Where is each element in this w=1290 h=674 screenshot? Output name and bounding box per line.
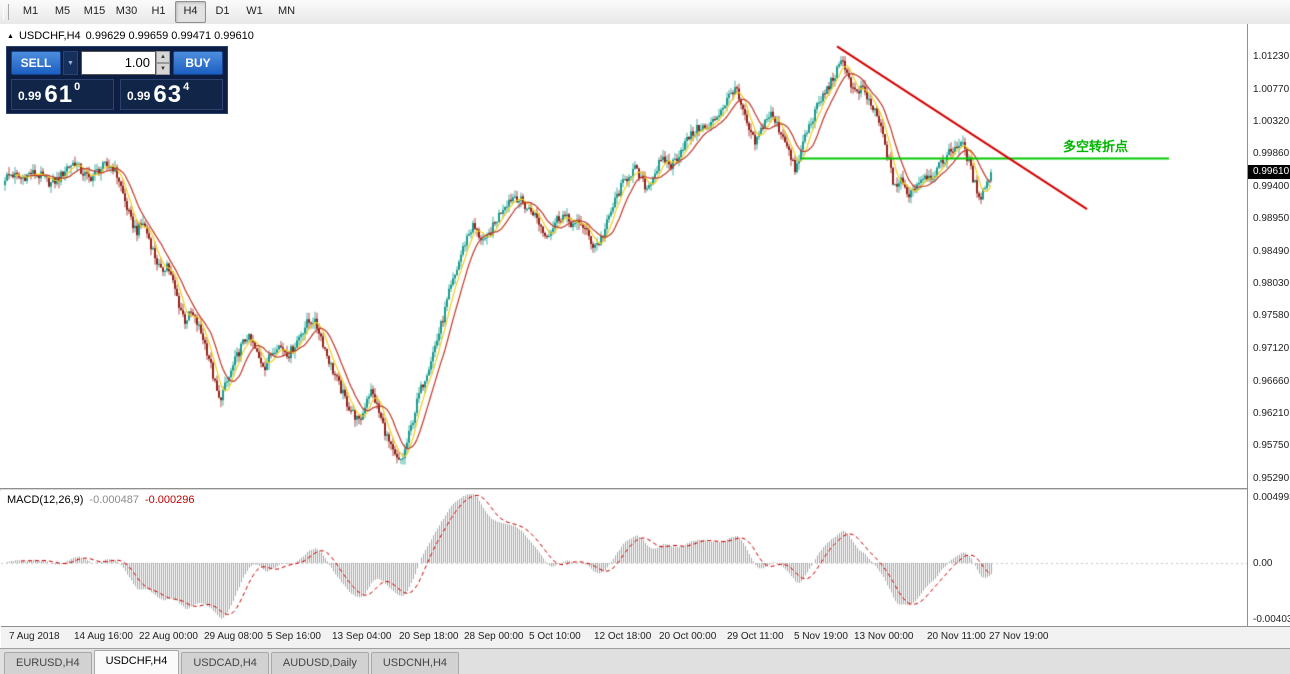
time-axis-label: 5 Oct 10:00: [529, 631, 581, 642]
price-axis[interactable]: 0.99610 1.01230 1.00770 1.00320 0.99860 0.99…: [1247, 24, 1290, 626]
macd-tick-label: 0.00: [1253, 558, 1273, 569]
price-tick-label: 0.97580: [1253, 310, 1290, 322]
time-axis[interactable]: 7 Aug 2018 14 Aug 16:00 22 Aug 00:00 29 Aug…: [1, 626, 1290, 648]
indicator-window-divider[interactable]: [0, 488, 1290, 491]
time-axis-label: 7 Aug 2018: [9, 631, 60, 642]
chart-ohlc-header: ▲ USDCHF,H4 0.99629 0.99659 0.99471 0.99…: [7, 30, 254, 42]
toolbar-gripper[interactable]: [3, 4, 9, 20]
price-tick-label: 0.96660: [1253, 375, 1290, 387]
price-tick-label: 0.98950: [1253, 212, 1290, 224]
ask-price-display[interactable]: 0.99 63 4: [120, 79, 223, 110]
time-axis-label: 5 Nov 19:00: [794, 631, 848, 642]
time-axis-label: 22 Aug 00:00: [139, 631, 198, 642]
macd-tick-label: -0.004032: [1253, 614, 1290, 625]
one-click-trading-panel: SELL ▼ 1.00 ▲ ▼ BUY 0.99 61 0 0.99 63 4: [6, 46, 228, 114]
time-axis-label: 13 Nov 00:00: [854, 631, 914, 642]
volume-field-wrap: 1.00 ▲ ▼: [81, 51, 170, 75]
price-tick-label: 0.95290: [1253, 472, 1290, 484]
timeframe-button-h4[interactable]: H4: [175, 1, 206, 23]
trade-panel-row2: 0.99 61 0 0.99 63 4: [11, 79, 223, 110]
timeframe-button-m30[interactable]: M30: [115, 5, 138, 17]
bid-price-display[interactable]: 0.99 61 0: [11, 79, 114, 110]
timeframe-toolbar: M1 M5 M15 M30 H1 H4 D1 W1 MN: [0, 0, 1290, 25]
price-tick-label: 0.96210: [1253, 407, 1290, 419]
time-axis-label: 14 Aug 16:00: [74, 631, 133, 642]
chart-tab-usdchf-h4[interactable]: USDCHF,H4: [93, 650, 180, 674]
volume-down-button[interactable]: ▼: [156, 63, 170, 75]
macd-canvas[interactable]: [1, 490, 1247, 626]
timeframe-button-w1[interactable]: W1: [246, 5, 263, 17]
timeframe-buttons: M1 M5 M15 M30 H1 H4 D1 W1 MN: [15, 1, 303, 23]
time-axis-label: 12 Oct 18:00: [594, 631, 652, 642]
ask-price-main: 63: [153, 81, 183, 108]
trade-panel-row1: SELL ▼ 1.00 ▲ ▼ BUY: [11, 51, 223, 75]
time-axis-label: 29 Aug 08:00: [204, 631, 263, 642]
bid-price-pip: 0: [74, 81, 81, 93]
chart-expand-icon[interactable]: ▲: [7, 32, 14, 40]
macd-value-2: -0.000296: [144, 494, 195, 506]
macd-header: MACD(12,26,9) -0.000487 -0.000296: [7, 494, 195, 506]
price-tick-label: 0.99400: [1253, 181, 1290, 193]
timeframe-button-m5[interactable]: M5: [54, 5, 71, 17]
trade-options-dropdown[interactable]: ▼: [63, 51, 78, 75]
price-tick-label: 0.98030: [1253, 278, 1290, 290]
timeframe-button-d1[interactable]: D1: [215, 5, 230, 17]
chart-window: ▲ USDCHF,H4 0.99629 0.99659 0.99471 0.99…: [0, 24, 1290, 648]
price-tick-label: 0.98490: [1253, 245, 1290, 257]
time-axis-label: 20 Sep 18:00: [399, 631, 459, 642]
time-axis-label: 27 Nov 19:00: [989, 631, 1049, 642]
ask-price-prefix: 0.99: [127, 89, 151, 103]
price-tick-label: 1.00770: [1253, 83, 1290, 95]
timeframe-button-mn[interactable]: MN: [277, 5, 296, 17]
volume-spinner: ▲ ▼: [156, 51, 170, 75]
price-tick-label: 0.99860: [1253, 148, 1290, 160]
time-axis-label: 28 Sep 00:00: [464, 631, 524, 642]
bid-price-main: 61: [44, 81, 74, 108]
chart-ohlc-values: 0.99629 0.99659 0.99471 0.99610: [85, 30, 254, 42]
ask-price-pip: 4: [183, 81, 190, 93]
buy-button[interactable]: BUY: [173, 51, 223, 75]
time-axis-label: 29 Oct 11:00: [727, 631, 784, 642]
price-tick-label: 1.00320: [1253, 115, 1290, 127]
current-price-badge: 0.99610: [1248, 165, 1290, 180]
sell-button[interactable]: SELL: [11, 51, 61, 75]
price-tick-label: 0.97120: [1253, 342, 1290, 354]
timeframe-button-h1[interactable]: H1: [151, 5, 166, 17]
macd-value-1: -0.000487: [89, 494, 139, 506]
time-axis-label: 20 Oct 00:00: [659, 631, 717, 642]
timeframe-button-m1[interactable]: M1: [22, 5, 39, 17]
timeframe-button-m15[interactable]: M15: [83, 5, 106, 17]
time-axis-label: 20 Nov 11:00: [927, 631, 986, 642]
time-axis-label: 5 Sep 16:00: [267, 631, 321, 642]
time-axis-label: 13 Sep 04:00: [332, 631, 392, 642]
volume-up-button[interactable]: ▲: [156, 51, 170, 63]
volume-input[interactable]: 1.00: [81, 51, 156, 75]
chart-tab-usdcnh-h4[interactable]: USDCNH,H4: [370, 652, 460, 674]
chart-symbol-label: USDCHF,H4: [18, 30, 81, 42]
turning-point-label[interactable]: 多空转折点: [1063, 138, 1129, 154]
price-tick-label: 0.95750: [1253, 440, 1290, 452]
chart-tab-eurusd-h4[interactable]: EURUSD,H4: [4, 652, 92, 674]
macd-tick-label: 0.004993: [1253, 492, 1290, 503]
bid-price-prefix: 0.99: [18, 89, 42, 103]
chart-tab-audusd-daily[interactable]: AUDUSD,Daily: [270, 652, 369, 674]
chart-tab-bar: EURUSD,H4 USDCHF,H4 USDCAD,H4 AUDUSD,Daily U…: [0, 648, 1290, 674]
chart-tab-usdcad-h4[interactable]: USDCAD,H4: [181, 652, 269, 674]
macd-name-label: MACD(12,26,9): [7, 494, 84, 506]
price-tick-label: 1.01230: [1253, 51, 1290, 63]
